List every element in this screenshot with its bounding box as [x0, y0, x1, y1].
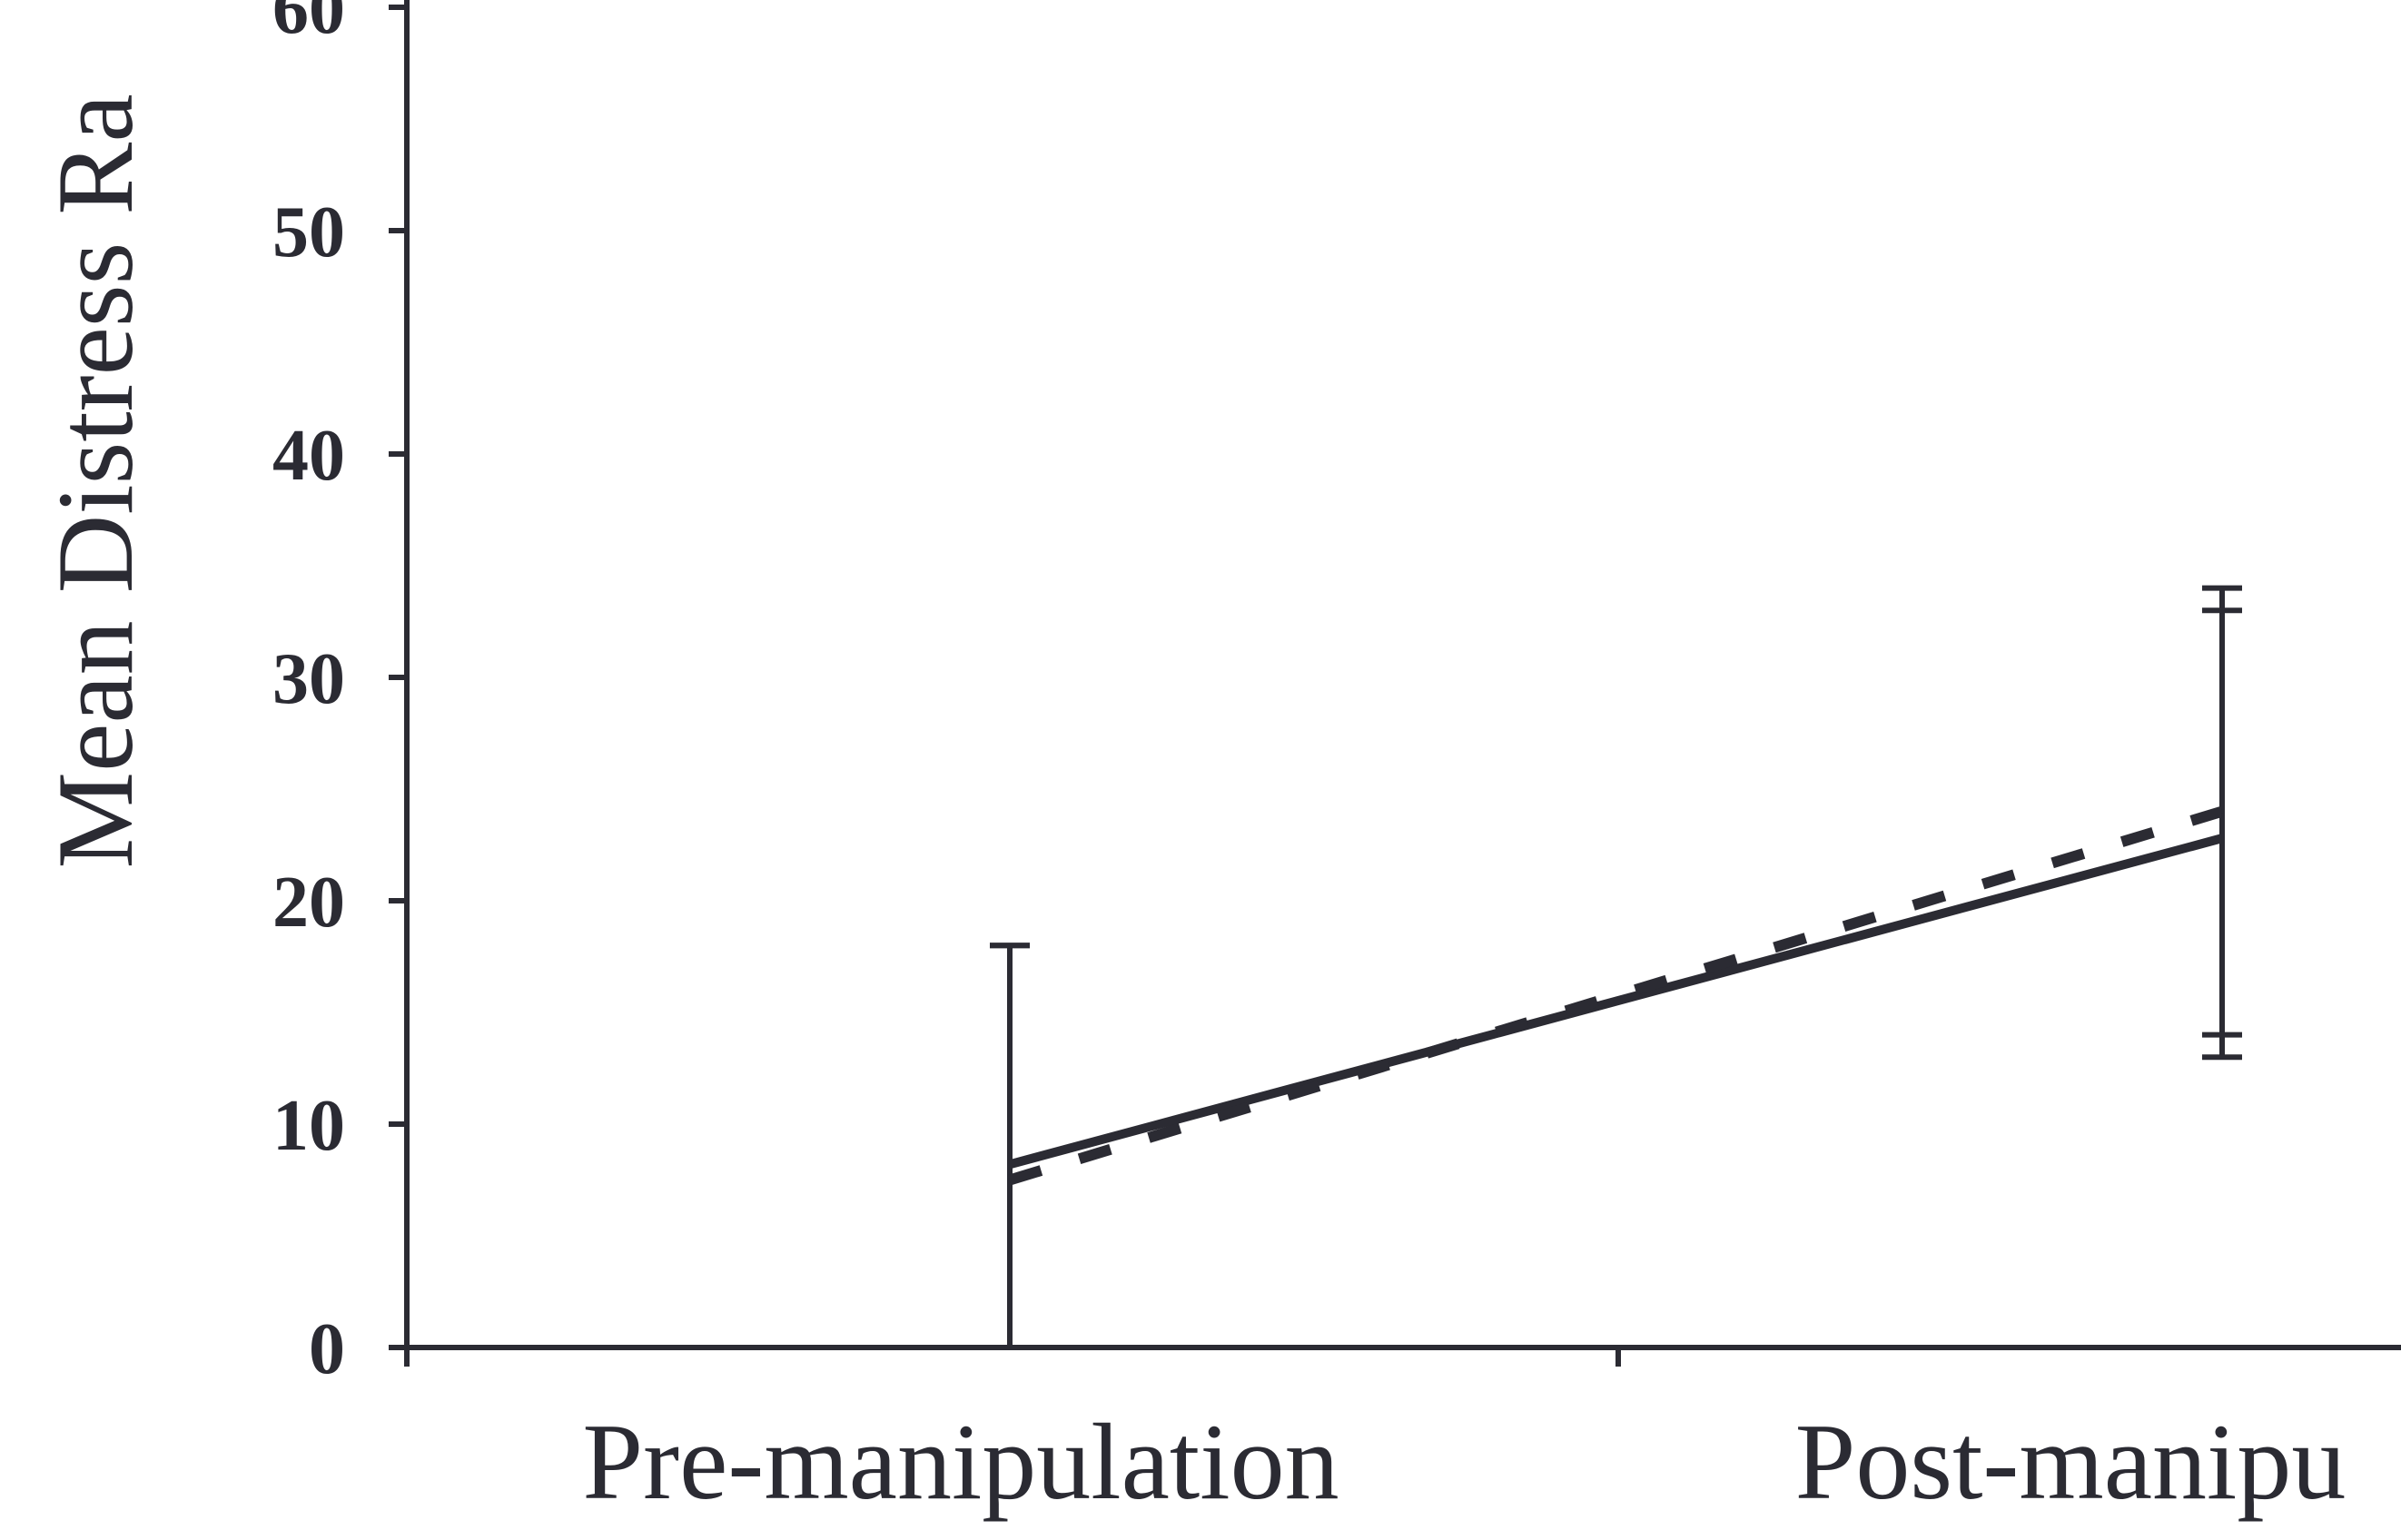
series-line-dashed	[1008, 805, 2224, 1186]
series-solid	[990, 585, 2242, 1348]
y-tick-labels: 0 10 20 30 40 50 60	[272, 0, 407, 1389]
y-tick-label: 30	[272, 639, 345, 719]
data-point	[2220, 809, 2224, 814]
y-axis-title: Mean Distress Ra	[35, 94, 155, 868]
y-tick-label: 40	[272, 416, 345, 496]
y-tick-label: 0	[309, 1309, 345, 1389]
y-tick-label: 50	[272, 192, 345, 272]
series-line-solid	[1008, 834, 2224, 1170]
x-category-label: Pre-manipulation	[582, 1401, 1339, 1522]
y-tick-label: 20	[272, 863, 345, 943]
series-layer	[990, 585, 2242, 1348]
x-category-labels: Pre-manipulation Post-manipu	[404, 1348, 2347, 1522]
y-tick-label: 10	[272, 1086, 345, 1166]
series-dashed	[990, 607, 2242, 1348]
x-category-label: Post-manipu	[1795, 1401, 2347, 1522]
y-tick-label: 60	[272, 0, 345, 49]
data-point	[1008, 1178, 1012, 1182]
